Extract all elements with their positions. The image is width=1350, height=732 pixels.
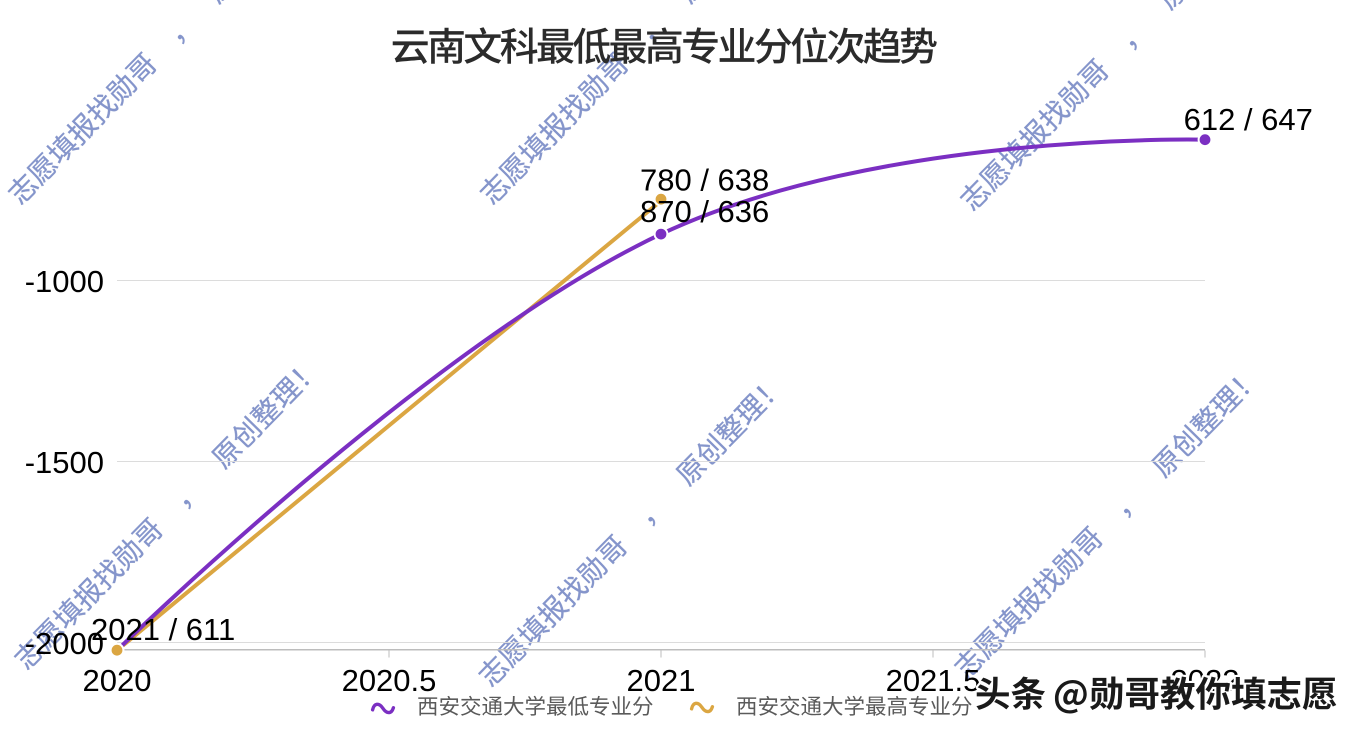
svg-text:2021: 2021 <box>627 663 696 698</box>
svg-text:-2000: -2000 <box>25 626 104 661</box>
svg-text:612 / 647: 612 / 647 <box>1184 102 1313 137</box>
svg-text:870 / 636: 870 / 636 <box>640 194 769 229</box>
svg-text:2021 / 611: 2021 / 611 <box>91 612 235 647</box>
svg-text:2020: 2020 <box>83 663 152 698</box>
svg-text:2021.5: 2021.5 <box>886 663 981 698</box>
svg-text:780 / 638: 780 / 638 <box>640 162 769 197</box>
svg-text:-1000: -1000 <box>25 264 104 299</box>
svg-text:2020.5: 2020.5 <box>342 663 437 698</box>
svg-text:-1500: -1500 <box>25 445 104 480</box>
